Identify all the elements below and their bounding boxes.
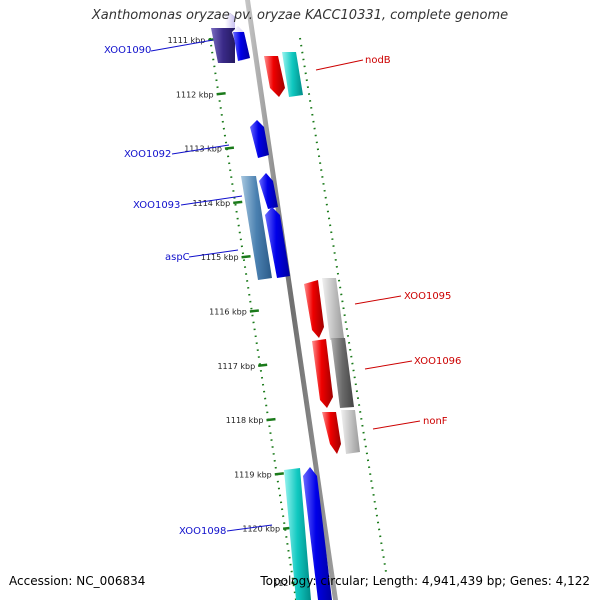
leader-xoo1096: [364, 360, 413, 370]
gene-nodb-cyan: [282, 52, 303, 97]
genome-title: Xanthomonas oryzae pv. oryzae KACC10331,…: [91, 8, 509, 23]
gene-xoo1091-blue: [233, 32, 250, 61]
scale-tick-1112: [216, 92, 226, 96]
gene-label-aspc[interactable]: aspC: [165, 252, 190, 263]
gene-label-xoo1090[interactable]: XOO1090: [104, 45, 151, 56]
gene-xoo1092-arrow: [250, 120, 269, 158]
scale-tick-1113: [224, 146, 235, 150]
scale-label-1121: 112: [273, 579, 288, 588]
leader-xoo1090: [150, 39, 214, 52]
scale-label-1119: 1119 kbp: [234, 470, 272, 479]
scale-tick-1118: [266, 417, 276, 422]
scale-label-1111: 1111 kbp: [168, 36, 206, 45]
scale-tick-1116: [249, 309, 259, 313]
gene-aspc-steel: [241, 176, 272, 280]
gene-nonf-red-arrow: [322, 412, 341, 454]
scale-label-1116: 1116 kbp: [209, 308, 247, 317]
gene-xoo1090-lavender-arrow: [225, 13, 235, 28]
gene-label-nonf[interactable]: nonF: [423, 416, 448, 427]
leader-nonf: [372, 420, 421, 430]
scale-label-1112: 1112 kbp: [176, 90, 214, 99]
scale-tick-1115: [241, 254, 251, 259]
gene-label-xoo1096[interactable]: XOO1096: [414, 356, 461, 367]
gene-nonf-silver: [341, 410, 360, 454]
gene-xoo1093-arrow: [259, 173, 278, 209]
left-dotted-guide: [209, 37, 297, 600]
gene-label-xoo1095[interactable]: XOO1095: [404, 291, 451, 302]
gene-features: [211, 13, 360, 600]
gene-label-xoo1098[interactable]: XOO1098: [179, 526, 226, 537]
gene-xoo1096-darkgray: [331, 338, 354, 408]
scale-tick-1114: [233, 200, 243, 205]
gene-label-xoo1092[interactable]: XOO1092: [124, 149, 171, 160]
genome-backbone: [245, 0, 338, 600]
leader-aspc: [188, 249, 239, 258]
gene-label-nodb[interactable]: nodB: [365, 55, 391, 66]
gene-xoo1096-red-arrow: [312, 339, 333, 408]
genome-stats-text: Topology: circular; Length: 4,941,439 bp…: [260, 574, 590, 588]
gene-xoo1099-arrow: [303, 467, 332, 600]
leader-xoo1092: [171, 144, 230, 155]
gene-nodb-red-arrow: [264, 56, 285, 97]
scale-label-1118: 1118 kbp: [226, 416, 264, 425]
scale-label-1115: 1115 kbp: [201, 253, 239, 262]
gene-label-xoo1093[interactable]: XOO1093: [133, 200, 180, 211]
scale-label-1117: 1117 kbp: [217, 362, 255, 371]
gene-xoo1095-silver: [322, 278, 344, 340]
gene-xoo1095-red-arrow: [304, 280, 324, 338]
leader-xoo1093: [180, 195, 243, 206]
leader-nodb: [315, 59, 364, 71]
leader-xoo1095: [354, 295, 402, 305]
accession-text: Accession: NC_006834: [9, 574, 146, 588]
gene-xoo1098-cyan: [284, 468, 311, 600]
scale-tick-1119: [274, 472, 284, 476]
label-leader-lines: [150, 39, 421, 532]
scale-tick-1117: [258, 363, 268, 368]
scale-label-1114: 1114 kbp: [193, 199, 231, 208]
scale-label-1120: 1120 kbp: [242, 525, 280, 534]
leader-xoo1098: [226, 524, 273, 532]
gene-xoo1094-arrow: [265, 207, 290, 278]
